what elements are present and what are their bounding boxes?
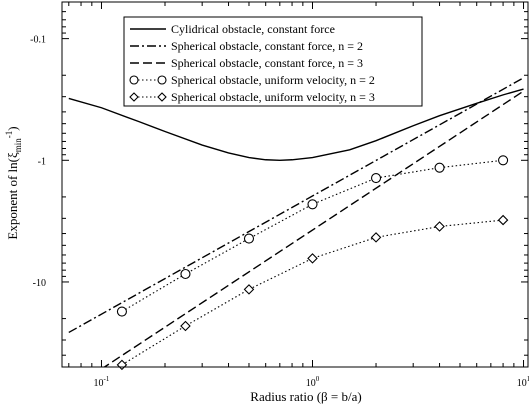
legend-label-4: Spherical obstacle, uniform velocity, n … — [171, 73, 375, 87]
series-5-marker-7 — [497, 214, 509, 226]
series-4-marker-1 — [116, 306, 127, 317]
series-4-marker-4 — [307, 199, 318, 210]
plot-frame — [61, 1, 529, 368]
series-5-marker-3 — [243, 284, 255, 295]
x-tick-label: 100 — [306, 375, 320, 389]
legend-marker-4 — [129, 75, 139, 85]
y-tick-label: -0.1 — [30, 35, 46, 46]
data-markers-layer — [116, 155, 509, 371]
legend-box — [123, 16, 423, 107]
y-axis-label-main: Exponent of ln(ξ — [5, 152, 20, 240]
legend-marker-4 — [157, 75, 167, 85]
y-tick-label: -1 — [38, 156, 46, 167]
legend-label-2: Spherical obstacle, constant force, n = … — [171, 39, 363, 53]
axis-ticks — [62, 1, 528, 368]
legend-label-3: Spherical obstacle, constant force, n = … — [171, 56, 363, 70]
y-axis-label-close: ) — [5, 126, 20, 130]
series-4-marker-3 — [243, 233, 255, 244]
series-5-marker-4 — [307, 253, 318, 264]
y-axis-label-sub: min — [13, 138, 23, 153]
y-axis-label: Exponent of ln(ξmin-1) — [4, 126, 23, 239]
legend-label-5: Spherical obstacle, uniform velocity, n … — [171, 90, 375, 104]
series-5-marker-5 — [370, 232, 382, 243]
legend-marker-5 — [157, 92, 167, 102]
series-line-1 — [68, 88, 524, 161]
data-series-layer — [68, 77, 524, 367]
series-4-marker-2 — [180, 268, 191, 280]
y-tick-label: -10 — [33, 278, 46, 289]
series-5-marker-6 — [434, 221, 445, 232]
series-4-marker-5 — [370, 173, 382, 184]
legend-marker-5 — [129, 92, 139, 102]
series-line-2 — [68, 77, 524, 334]
y-axis-label-sup: -1 — [4, 131, 14, 139]
x-tick-label: 10-1 — [94, 375, 110, 389]
series-5-marker-2 — [180, 320, 191, 332]
axis-tick-labels: 10-1 100 101 -0.1 -1 -10 — [30, 35, 529, 389]
series-4-marker-7 — [498, 155, 509, 166]
legend: Cylidrical obstacle, constant force Spher… — [123, 16, 423, 107]
x-axis-label: Radius ratio (β = b/a) — [250, 389, 361, 404]
legend-label-1: Cylidrical obstacle, constant force — [171, 22, 335, 36]
series-4-marker-6 — [434, 162, 445, 173]
x-tick-label: 101 — [517, 375, 529, 389]
